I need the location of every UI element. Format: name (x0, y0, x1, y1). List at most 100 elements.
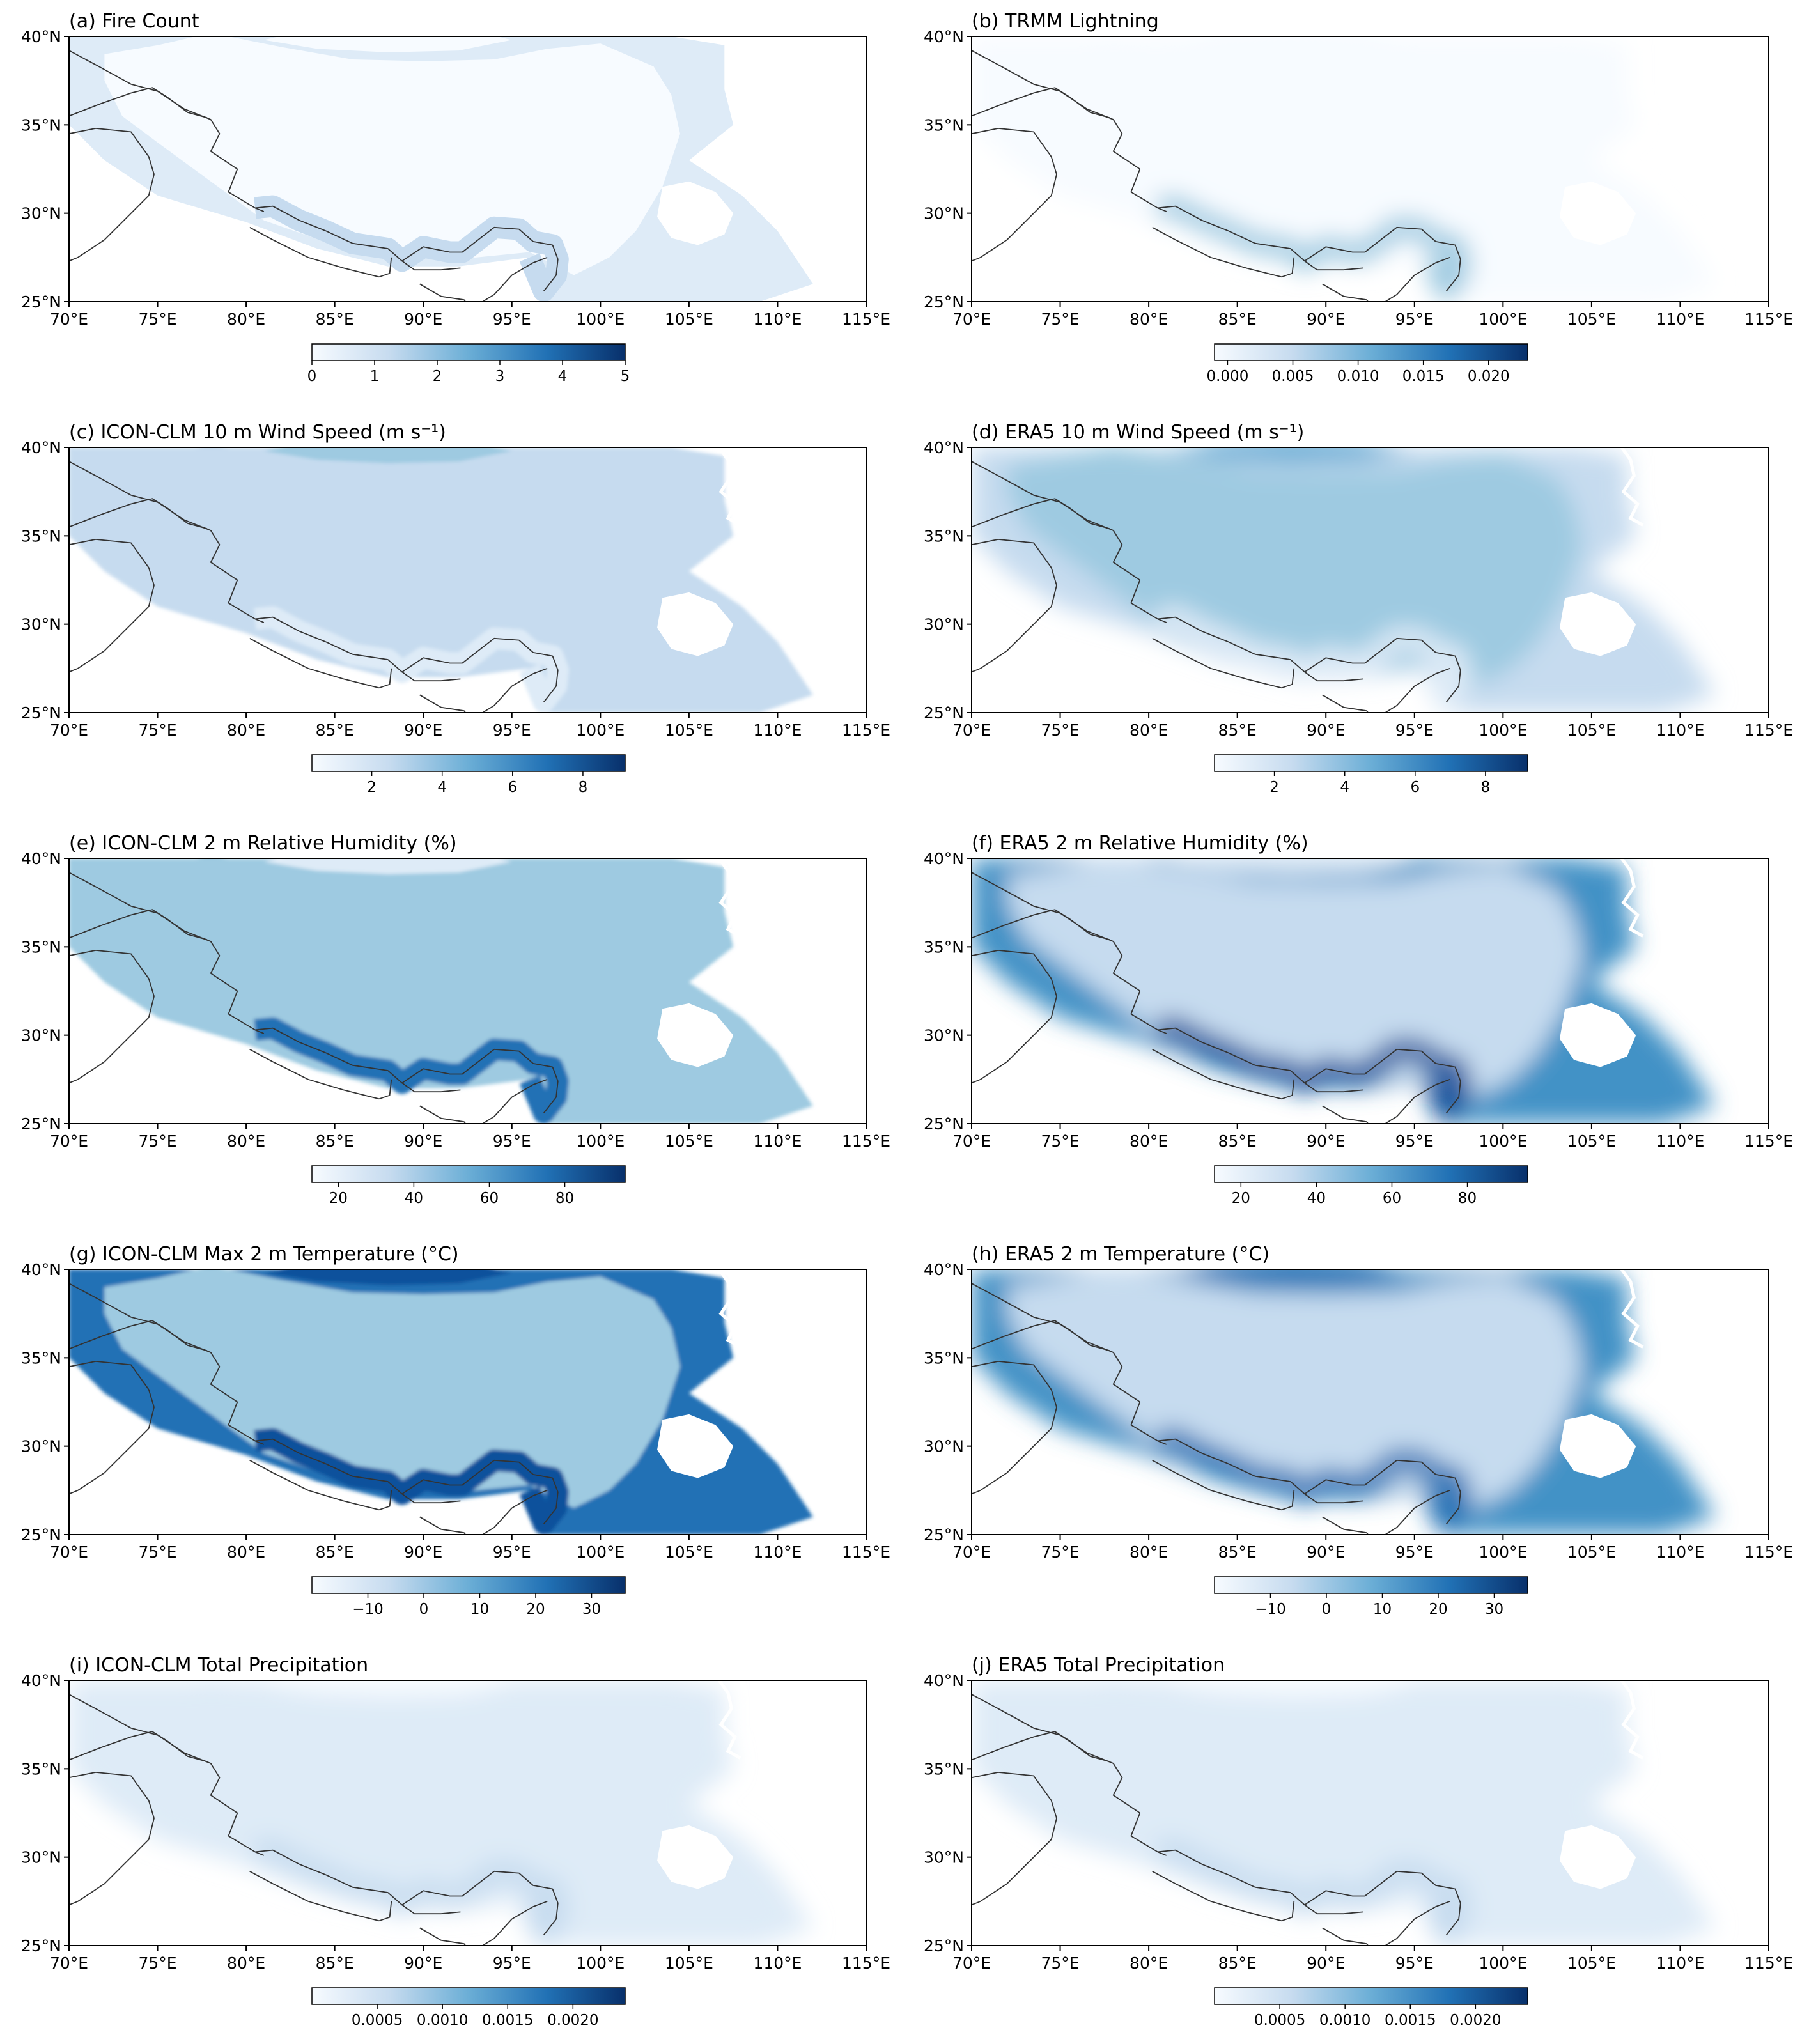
lon-tick-label: 105°E (665, 1132, 713, 1150)
lon-tick-label: 100°E (576, 1132, 625, 1150)
colorbar-tick-label: 3 (495, 368, 505, 385)
map-field (972, 36, 1769, 302)
lon-tick-label: 75°E (139, 310, 177, 329)
lon-tick-label: 70°E (50, 1954, 88, 1972)
lon-tick-label: 115°E (842, 721, 890, 739)
lon-tick-label: 115°E (842, 1132, 890, 1150)
colorbar-gradient (311, 1987, 626, 2005)
colorbar-tick-label: 8 (578, 779, 588, 796)
map-field (972, 858, 1769, 1124)
lon-tick-label: 85°E (1218, 721, 1257, 739)
colorbar: 0.0005 0.0010 0.0015 0.0020 (1214, 1987, 1528, 2029)
lon-tick-label: 95°E (493, 310, 531, 329)
lat-tick-label: 30°N (21, 205, 61, 223)
lon-tick-label: 80°E (227, 1132, 265, 1150)
colorbar-tick-label: 0.010 (1337, 368, 1379, 385)
lat-tick-label: 25°N (21, 1526, 61, 1544)
panel-title: (i) ICON-CLM Total Precipitation (69, 1654, 368, 1676)
colorbar-tick-label: 2 (367, 779, 377, 796)
lat-tick-label: 30°N (924, 1848, 964, 1867)
map-panel-a: (a) Fire Count 40°N 35°N 30°N 25°N70°E 75°E 80… (21, 10, 890, 385)
lon-tick-label: 85°E (316, 1543, 354, 1561)
map-frame (68, 36, 867, 302)
map-field (69, 447, 866, 713)
lon-tick-label: 80°E (227, 310, 265, 329)
lat-tick-label: 35°N (924, 116, 964, 134)
colorbar-gradient (1214, 343, 1528, 361)
colorbar-tick-label: 60 (480, 1190, 499, 1207)
colorbar-tick-label: 40 (1307, 1190, 1326, 1207)
lon-tick-label: 110°E (753, 1543, 802, 1561)
colorbar-gradient (311, 343, 626, 361)
lon-tick-label: 95°E (493, 1954, 531, 1972)
lon-tick-label: 95°E (1395, 1132, 1434, 1150)
colorbar-tick-label: 30 (582, 1601, 601, 1618)
lon-tick-label: 70°E (952, 1954, 991, 1972)
lon-tick-label: 80°E (227, 1954, 265, 1972)
lon-tick-label: 70°E (952, 310, 991, 329)
lat-tick-label: 35°N (924, 1760, 964, 1778)
lat-tick-label: 30°N (924, 616, 964, 634)
map-panel-g: (g) ICON-CLM Max 2 m Temperature (°C) 40°… (21, 1243, 890, 1618)
map-field (69, 1269, 866, 1535)
colorbar-tick-label: 0.0020 (547, 2012, 598, 2029)
lon-tick-label: 95°E (493, 1543, 531, 1561)
lat-tick-label: 35°N (21, 527, 61, 545)
colorbar-tick-label: −10 (352, 1601, 384, 1618)
lon-tick-label: 70°E (50, 310, 88, 329)
colorbar-tick-label: 0.015 (1402, 368, 1445, 385)
lat-tick-label: 40°N (924, 27, 964, 46)
lon-tick-label: 70°E (50, 1543, 88, 1561)
colorbar-tick-label: 0.0015 (482, 2012, 533, 2029)
colorbar-tick-label: 0.0020 (1450, 2012, 1501, 2029)
colorbar: 2 4 6 8 (311, 754, 626, 796)
lat-tick-label: 40°N (21, 438, 61, 457)
map-panel-i: (i) ICON-CLM Total Precipitation 40°N 35°N… (21, 1654, 890, 2029)
colorbar-tick-label: 80 (555, 1190, 574, 1207)
lon-tick-label: 105°E (1567, 1132, 1616, 1150)
lon-tick-label: 75°E (1041, 310, 1080, 329)
colorbar: 0.0005 0.0010 0.0015 0.0020 (311, 1987, 626, 2029)
lon-tick-label: 105°E (1567, 1543, 1616, 1561)
lon-tick-label: 75°E (1041, 1132, 1080, 1150)
colorbar-gradient (1214, 1576, 1528, 1594)
lat-tick-label: 30°N (21, 616, 61, 634)
map-frame (971, 447, 1769, 713)
lon-tick-label: 75°E (1041, 1543, 1080, 1561)
lon-tick-label: 110°E (1656, 310, 1704, 329)
lon-tick-label: 95°E (1395, 1954, 1434, 1972)
lon-tick-label: 75°E (139, 1954, 177, 1972)
colorbar-tick-label: 0.0015 (1385, 2012, 1436, 2029)
lon-tick-label: 80°E (1130, 1954, 1168, 1972)
colorbar-tick-label: 4 (558, 368, 568, 385)
lon-tick-label: 75°E (139, 721, 177, 739)
lon-tick-label: 110°E (1656, 1954, 1704, 1972)
map-frame (68, 1680, 867, 1946)
lon-tick-label: 100°E (1479, 721, 1527, 739)
map-field (69, 36, 866, 302)
colorbar-tick-label: 6 (508, 779, 517, 796)
lon-tick-label: 90°E (404, 721, 442, 739)
lon-tick-label: 80°E (1130, 721, 1168, 739)
colorbar-tick-label: 0.0005 (352, 2012, 403, 2029)
lon-tick-label: 95°E (493, 1132, 531, 1150)
lon-tick-label: 90°E (404, 1132, 442, 1150)
lat-tick-label: 25°N (924, 1526, 964, 1544)
map-frame (971, 1680, 1769, 1946)
lat-tick-label: 30°N (924, 1437, 964, 1456)
lon-tick-label: 85°E (1218, 1132, 1257, 1150)
map-panel-j: (j) ERA5 Total Precipitation 40°N 35°N 30°N… (924, 1654, 1793, 2029)
lat-tick-label: 40°N (21, 27, 61, 46)
lon-tick-label: 100°E (576, 721, 625, 739)
lon-tick-label: 100°E (576, 310, 625, 329)
lon-tick-label: 115°E (842, 1954, 890, 1972)
colorbar-gradient (1214, 1165, 1528, 1183)
lon-tick-label: 105°E (665, 310, 713, 329)
lon-tick-label: 110°E (1656, 1132, 1704, 1150)
colorbar-gradient (1214, 754, 1528, 772)
lon-tick-label: 110°E (753, 310, 802, 329)
lon-tick-label: 95°E (1395, 721, 1434, 739)
lon-tick-label: 80°E (1130, 1543, 1168, 1561)
colorbar-tick-label: 20 (1232, 1190, 1250, 1207)
lon-tick-label: 85°E (316, 1954, 354, 1972)
